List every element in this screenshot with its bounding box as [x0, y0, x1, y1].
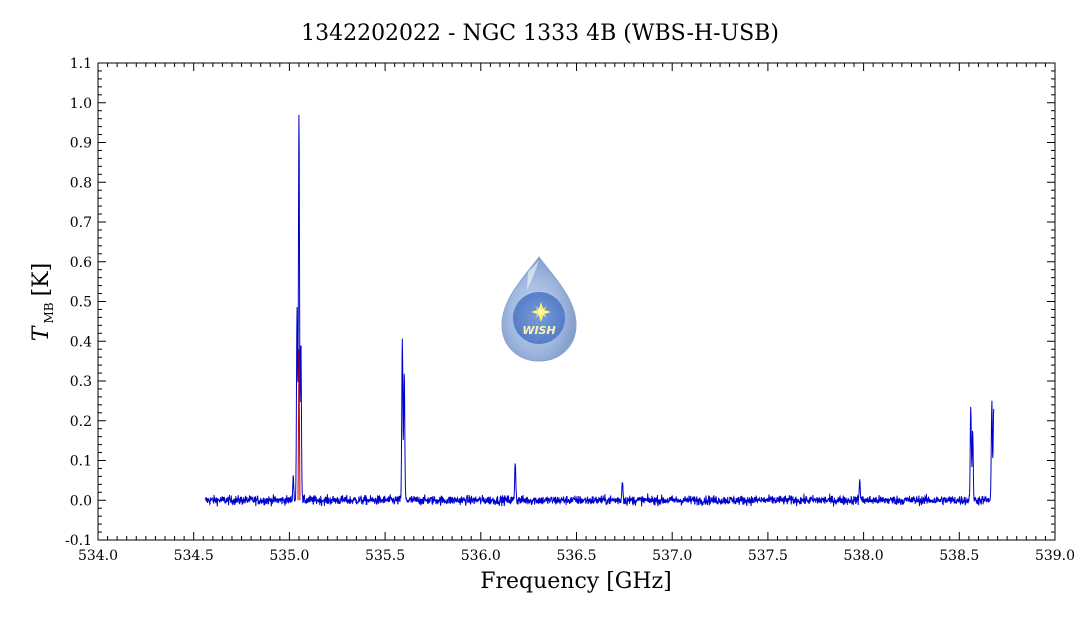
- x-tick-label: 534.0: [78, 548, 118, 564]
- y-tick-label: 0.0: [70, 493, 92, 509]
- logo-label: WISH: [522, 324, 555, 337]
- wish-droplet-logo: WISH: [501, 256, 577, 362]
- x-tick-label: 537.0: [652, 548, 692, 564]
- x-tick-label: 534.5: [174, 548, 214, 564]
- x-tick-label: 535.5: [365, 548, 405, 564]
- y-tick-label: 0.4: [70, 334, 92, 350]
- chart-title: 1342202022 - NGC 1333 4B (WBS-H-USB): [301, 21, 779, 46]
- x-tick-label: 538.5: [939, 548, 979, 564]
- y-axis-ticks: -0.1 0.0 0.1 0.2 0.3 0.4 0.5 0.6 0.7 0.8 0.9 1.0 1.1: [65, 56, 1055, 549]
- svg-text:TMB[K]: TMB [K]: [29, 263, 56, 341]
- x-tick-label: 535.0: [269, 548, 309, 564]
- y-tick-label: 0.6: [70, 255, 92, 271]
- y-tick-label: 0.8: [70, 175, 92, 191]
- x-tick-label: 538.0: [844, 548, 884, 564]
- y-tick-label: 0.1: [70, 454, 92, 470]
- y-tick-label: 0.5: [70, 295, 92, 311]
- y-tick-label: 0.3: [70, 374, 92, 390]
- x-tick-label: 536.0: [461, 548, 501, 564]
- x-tick-label: 537.5: [748, 548, 788, 564]
- y-axis-label: TMB [K]: [29, 263, 56, 341]
- x-tick-label: 536.5: [556, 548, 596, 564]
- y-tick-label: 1.1: [70, 56, 92, 72]
- series-spectrum-line: [204, 114, 995, 507]
- x-axis-ticks: 534.0 534.5 535.0 535.5 536.0 536.5 537.0 537.5…: [78, 63, 1075, 564]
- x-tick-label: 539.0: [1035, 548, 1075, 564]
- y-tick-label: 0.9: [70, 136, 92, 152]
- x-axis-label: Frequency [GHz]: [480, 569, 672, 594]
- series-overlay-line: [297, 349, 301, 501]
- y-tick-label: -0.1: [65, 533, 92, 549]
- y-tick-label: 0.2: [70, 414, 92, 430]
- y-axis-label-unit: [K]: [29, 263, 54, 297]
- star-icon: [531, 302, 551, 322]
- y-axis-label-main: T: [29, 324, 54, 341]
- plot-frame: [97, 62, 1056, 541]
- y-tick-label: 1.0: [70, 96, 92, 112]
- y-tick-label: 0.7: [70, 215, 92, 231]
- y-axis-label-sub: MB: [42, 302, 56, 323]
